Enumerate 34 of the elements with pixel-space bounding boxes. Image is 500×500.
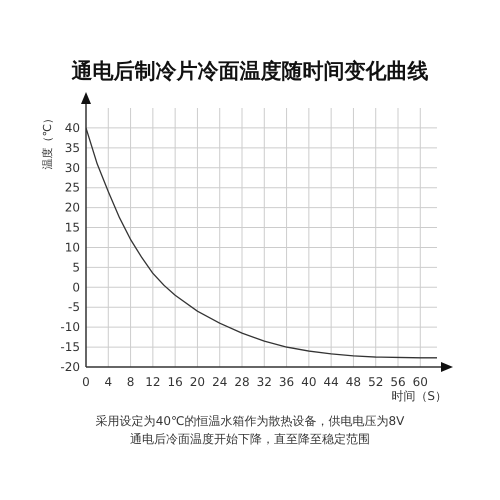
x-tick-label: 36 (278, 375, 294, 389)
y-tick-label: 5 (72, 260, 80, 274)
x-tick-label: 28 (234, 375, 250, 389)
y-tick-label: 20 (64, 200, 80, 215)
x-tick-label: 32 (256, 375, 272, 389)
x-tick-label: 8 (126, 375, 134, 389)
x-tick-label: 16 (168, 375, 183, 389)
y-tick-label: 25 (64, 180, 80, 195)
y-tick-label: 40 (64, 120, 80, 135)
x-tick-label: 60 (412, 375, 428, 389)
y-tick-label: 10 (64, 240, 80, 254)
y-tick-label: -20 (60, 360, 80, 374)
y-tick-label: 30 (64, 160, 80, 175)
x-tick-label: 24 (212, 375, 228, 389)
y-tick-label: 15 (64, 220, 80, 235)
x-tick-label: 12 (145, 375, 160, 389)
x-tick-label: 40 (301, 375, 316, 389)
text: 采用设定为40℃的恒温水箱作为散热设备，供电电压为8V (96, 414, 406, 428)
x-tick-label: 48 (346, 375, 362, 389)
chart-title: 通电后制冷片冷面温度随时间变化曲线 (70, 59, 428, 83)
y-tick-label: -10 (60, 320, 80, 334)
y-tick-label: -5 (68, 300, 80, 314)
y-tick-label: 35 (64, 140, 80, 155)
x-tick-label: 4 (104, 375, 112, 389)
y-axis-title: 温度（℃） (41, 113, 54, 170)
x-tick-label: 20 (190, 375, 206, 389)
text: 通电后冷面温度开始下降，直至降至稳定范围 (130, 432, 370, 446)
x-tick-label: 52 (368, 375, 384, 389)
x-tick-label: 44 (324, 375, 339, 389)
y-tick-label: 0 (72, 280, 80, 294)
x-tick-label: 56 (390, 375, 406, 389)
x-tick-label: 0 (82, 375, 90, 389)
x-axis-title: 时间（S） (391, 389, 447, 403)
y-tick-label: -15 (60, 340, 80, 354)
